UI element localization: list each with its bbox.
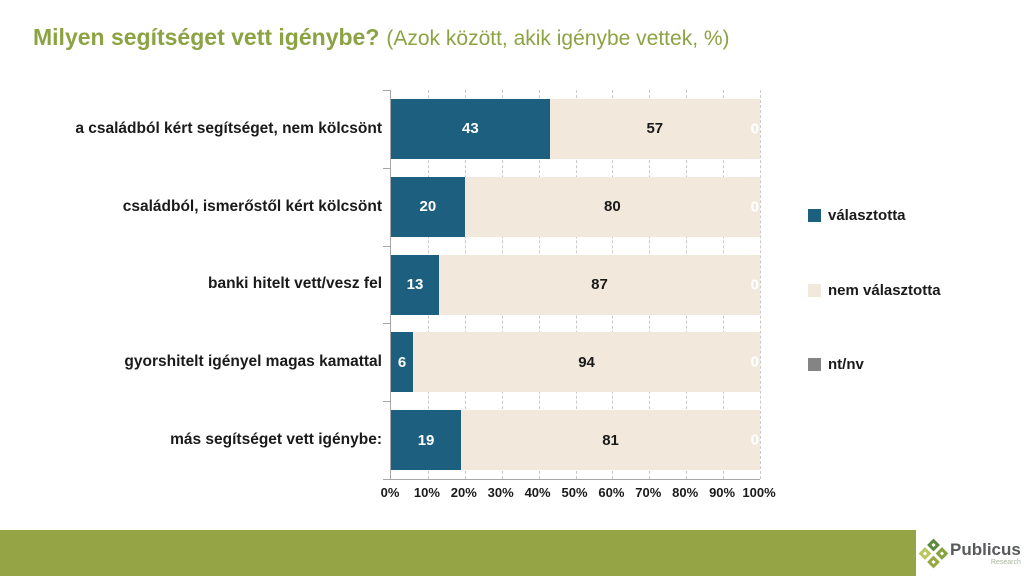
value-label-selected: 6 bbox=[397, 353, 407, 371]
bar-chart-plot-area: 43 57 0 20 80 0 13 87 0 6 94 0 19 81 0 bbox=[383, 90, 761, 480]
legend-swatch bbox=[808, 283, 821, 297]
legend: választotta nem választotta nt/nv bbox=[808, 207, 1018, 387]
legend-swatch bbox=[808, 358, 821, 371]
y-axis-tick bbox=[383, 401, 391, 403]
value-label-ntnv: 0 bbox=[750, 276, 759, 293]
logo-diamond bbox=[927, 555, 940, 568]
value-label-selected: 13 bbox=[406, 276, 424, 293]
category-label: családból, ismerőstől kért kölcsönt bbox=[122, 197, 382, 215]
value-label-selected: 20 bbox=[419, 198, 437, 216]
bar-segment-selected: 6 bbox=[391, 332, 414, 393]
bar-segment-not-selected: 94 bbox=[413, 332, 760, 393]
bar-segment-not-selected: 81 bbox=[461, 410, 760, 471]
y-axis-tick bbox=[383, 245, 391, 247]
legend-item: választotta bbox=[808, 207, 906, 224]
value-label-selected: 43 bbox=[461, 120, 479, 138]
y-axis-tick bbox=[383, 323, 391, 325]
value-label-not-selected: 80 bbox=[604, 198, 621, 216]
value-label-not-selected: 87 bbox=[591, 276, 608, 293]
publicus-logo-icon bbox=[918, 538, 949, 568]
category-label: banki hitelt vett/vesz fel bbox=[208, 275, 382, 293]
legend-label: nt/nv bbox=[828, 356, 864, 373]
bar-segment-not-selected: 87 bbox=[438, 254, 760, 315]
category-label: más segítséget vett igénybe: bbox=[170, 431, 382, 449]
value-label-ntnv: 0 bbox=[750, 120, 759, 138]
legend-label: választotta bbox=[828, 207, 906, 224]
bar-segment-selected: 20 bbox=[391, 176, 465, 237]
value-label-ntnv: 0 bbox=[750, 431, 759, 449]
value-label-ntnv: 0 bbox=[750, 353, 759, 371]
bar-segment-selected: 43 bbox=[391, 98, 550, 159]
category-label: gyorshitelt igényel magas kamattal bbox=[124, 353, 382, 371]
legend-swatch bbox=[808, 209, 821, 222]
value-label-not-selected: 81 bbox=[602, 431, 619, 449]
bar-row: 20 80 0 bbox=[391, 176, 760, 237]
x-axis-tick-label: 20% bbox=[450, 485, 477, 500]
x-axis-tick-label: 100% bbox=[742, 485, 776, 500]
page-title: Milyen segítséget vett igénybe? (Azok köz… bbox=[33, 24, 730, 51]
bar-row: 19 81 0 bbox=[391, 410, 760, 471]
logo-diamond bbox=[918, 546, 932, 560]
x-axis-tick-label: 50% bbox=[561, 485, 588, 500]
logo-brand-subtitle: Research bbox=[990, 558, 1021, 566]
publicus-logo: Publicus Research bbox=[916, 530, 1024, 576]
bar-row: 43 57 0 bbox=[391, 98, 760, 159]
footer-accent-bar bbox=[0, 530, 916, 576]
x-axis-tick-label: 40% bbox=[524, 485, 551, 500]
logo-brand-name: Publicus bbox=[950, 539, 1021, 559]
x-axis-tick-label: 60% bbox=[598, 485, 625, 500]
bar-segment-not-selected: 80 bbox=[464, 176, 760, 237]
logo-diamond bbox=[927, 538, 940, 551]
value-label-not-selected: 57 bbox=[646, 120, 664, 138]
y-axis-tick bbox=[383, 479, 391, 480]
logo-diamond bbox=[935, 546, 949, 560]
x-axis-tick-label: 0% bbox=[380, 485, 400, 500]
x-axis-tick-label: 70% bbox=[635, 485, 662, 500]
bar-segment-selected: 19 bbox=[391, 410, 462, 471]
x-axis-tick-label: 80% bbox=[672, 485, 699, 500]
x-axis-tick-label: 90% bbox=[709, 485, 736, 500]
bar-row: 13 87 0 bbox=[391, 254, 760, 315]
category-label: a családból kért segítséget, nem kölcsön… bbox=[75, 119, 382, 137]
category-labels: a családból kért segítséget, nem kölcsön… bbox=[0, 90, 382, 479]
x-axis-labels: 0% 10% 20% 30% 40% 50% 60% 70% 80% 90% 100% bbox=[381, 485, 776, 503]
value-label-selected: 19 bbox=[417, 431, 435, 449]
title-subtitle: (Azok között, akik igénybe vettek, %) bbox=[386, 27, 730, 50]
logo-text: Publicus Research bbox=[950, 541, 1021, 566]
y-axis-tick bbox=[383, 167, 391, 169]
bar-segment-not-selected: 57 bbox=[549, 98, 760, 159]
x-axis-tick-label: 30% bbox=[487, 485, 514, 500]
title-main: Milyen segítséget vett igénybe? bbox=[33, 24, 380, 50]
value-label-ntnv: 0 bbox=[750, 198, 759, 216]
gridline bbox=[760, 90, 761, 479]
x-axis-tick-label: 10% bbox=[413, 485, 440, 500]
value-label-not-selected: 94 bbox=[578, 353, 595, 371]
bar-segment-selected: 13 bbox=[391, 254, 439, 315]
legend-item: nt/nv bbox=[808, 356, 864, 373]
legend-label: nem választotta bbox=[828, 281, 941, 299]
legend-item: nem választotta bbox=[808, 282, 941, 299]
bar-row: 6 94 0 bbox=[391, 332, 760, 393]
y-axis-tick bbox=[383, 90, 391, 91]
